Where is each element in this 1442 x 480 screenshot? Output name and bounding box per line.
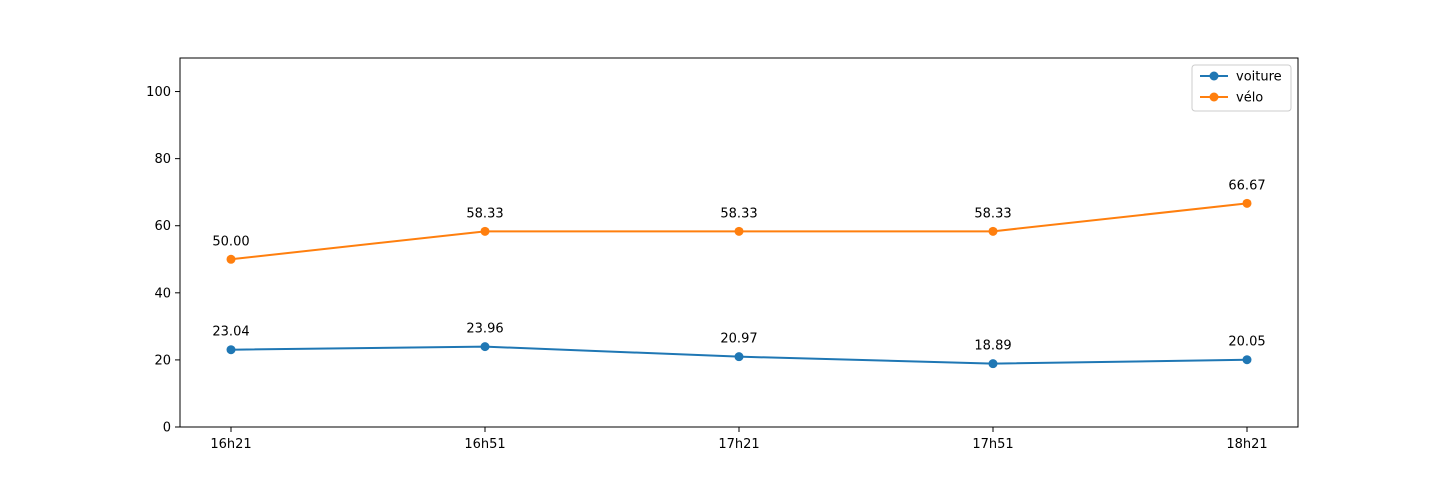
data-label: 20.05 — [1228, 335, 1265, 350]
x-tick-label: 17h51 — [972, 437, 1013, 452]
y-tick-label: 20 — [154, 353, 171, 368]
x-tick-label: 16h51 — [464, 437, 505, 452]
y-tick-label: 60 — [154, 219, 171, 234]
y-axis: 0 20 40 60 80 100 — [146, 85, 180, 436]
legend-marker — [1209, 71, 1219, 81]
legend-item: voiture — [1200, 70, 1282, 85]
data-point — [226, 345, 236, 355]
series-0: 23.04 23.96 20.97 18.89 20.05 — [212, 322, 1266, 369]
data-label: 58.33 — [466, 206, 503, 221]
y-tick-label: 100 — [146, 85, 171, 100]
data-label: 58.33 — [974, 206, 1011, 221]
y-tick-label: 80 — [154, 152, 171, 167]
plot-frame — [179, 57, 1299, 428]
data-label: 50.00 — [212, 234, 249, 249]
x-axis: 16h21 16h51 17h21 17h51 18h21 — [210, 427, 1268, 452]
data-point — [1242, 198, 1252, 208]
data-point — [988, 226, 998, 236]
data-point — [226, 254, 236, 264]
legend-marker — [1209, 92, 1219, 102]
data-point — [480, 226, 490, 236]
legend-label: voiture — [1236, 70, 1282, 85]
y-tick-label: 40 — [154, 286, 171, 301]
data-label: 23.04 — [212, 325, 249, 340]
series-1: 50.00 58.33 58.33 58.33 66.67 — [212, 178, 1266, 264]
data-label: 23.96 — [466, 322, 503, 337]
data-point — [734, 352, 744, 362]
legend: voiture vélo — [1191, 64, 1292, 112]
legend-item: vélo — [1200, 91, 1263, 106]
x-tick-label: 18h21 — [1226, 437, 1267, 452]
x-tick-label: 17h21 — [718, 437, 759, 452]
series-layer: 23.04 23.96 20.97 18.89 20.05 50.00 58.33 58.33… — [212, 178, 1266, 369]
data-label: 58.33 — [720, 206, 757, 221]
plot-area — [179, 57, 1299, 428]
data-point — [1242, 355, 1252, 365]
y-tick-label: 0 — [163, 421, 171, 436]
data-label: 66.67 — [1228, 178, 1265, 193]
data-point — [480, 342, 490, 352]
data-label: 20.97 — [720, 332, 757, 347]
data-label: 18.89 — [974, 339, 1011, 354]
data-point — [734, 226, 744, 236]
x-tick-label: 16h21 — [210, 437, 251, 452]
legend-label: vélo — [1236, 91, 1263, 106]
data-point — [988, 359, 998, 369]
